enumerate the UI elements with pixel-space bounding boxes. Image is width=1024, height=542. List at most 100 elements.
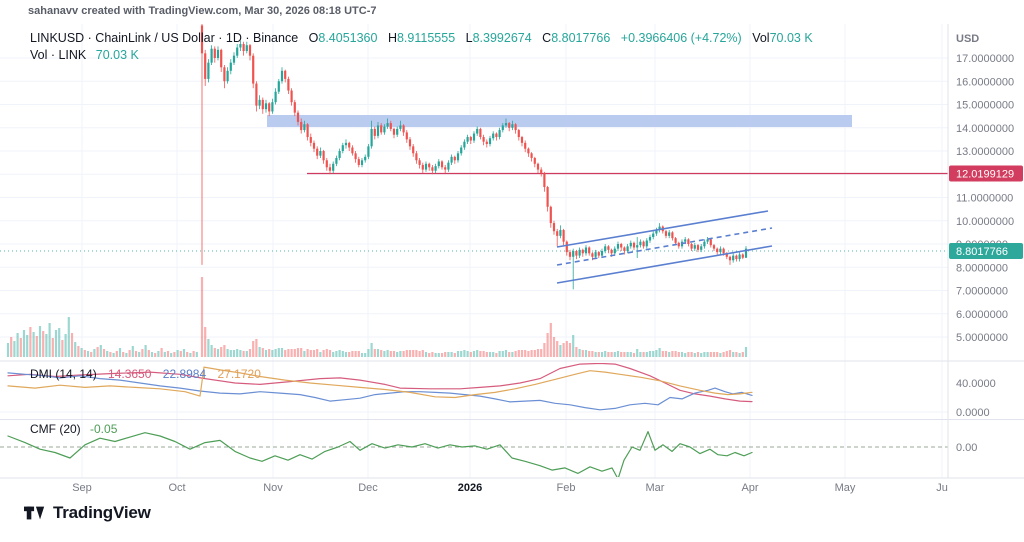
cmf-legend-row[interactable]: CMF (20) -0.05: [30, 422, 117, 436]
volume-bar: [335, 351, 338, 357]
volume-bar: [38, 326, 42, 357]
candle-body: [549, 206, 552, 224]
volume-bar: [376, 349, 380, 357]
volume-bar: [584, 350, 588, 357]
volume-bar: [645, 352, 648, 357]
volume-bar: [488, 352, 492, 357]
volume-bar: [604, 351, 607, 357]
candle-body: [200, 25, 204, 54]
candle-body: [524, 142, 527, 149]
volume-bar: [19, 338, 22, 357]
candle-body: [677, 242, 680, 247]
candle-body: [584, 247, 588, 254]
volume-bar: [668, 352, 671, 357]
volume-bar: [360, 353, 364, 357]
volume-bar: [296, 348, 300, 357]
volume-bar: [639, 352, 642, 357]
volume-bar: [533, 350, 536, 357]
candle-body: [536, 163, 540, 170]
volume-bar: [48, 323, 51, 357]
volume-bar: [588, 351, 591, 357]
volume-bar: [293, 349, 296, 357]
volume-bar: [680, 352, 684, 357]
volume-bar: [536, 349, 540, 357]
time-axis-label: Feb: [557, 482, 576, 494]
volume-bar: [661, 351, 664, 357]
volume-bar: [709, 352, 712, 357]
volume-bar: [58, 328, 61, 357]
candle-body: [728, 256, 732, 261]
close-label: C: [542, 31, 552, 45]
red-price-tag-bg: [949, 165, 1023, 182]
volume-bar: [482, 351, 485, 357]
highlight-band: [267, 115, 852, 127]
symbol-legend-row[interactable]: LINKUSD · ChainLink / US Dollar · 1D · B…: [30, 31, 813, 45]
candle-body: [581, 249, 584, 254]
candle-body: [444, 167, 447, 170]
volume-bar: [239, 350, 242, 357]
candle-body: [674, 238, 677, 243]
dmi-axis-label: 40.0000: [956, 378, 996, 390]
candle-body: [341, 145, 344, 151]
volume-bar: [642, 352, 645, 357]
tradingview-logo[interactable]: TradingView: [24, 502, 151, 524]
candle-body: [498, 130, 501, 138]
volume-bar: [207, 339, 210, 357]
dmi-legend-row[interactable]: DMI (14, 14) 14.3650 22.8984 27.1720: [30, 367, 261, 381]
candle-body: [373, 128, 376, 136]
candle-body: [696, 245, 700, 250]
volume-bar: [527, 351, 530, 357]
volume-bar: [578, 349, 581, 357]
volume-bar: [186, 352, 189, 357]
candle-body: [421, 164, 424, 170]
volume-bar: [109, 352, 112, 357]
volume-bar: [674, 351, 677, 357]
volume-bar: [16, 333, 19, 357]
candle-body: [316, 148, 319, 156]
volume-bar: [399, 351, 402, 357]
candle-body: [258, 99, 261, 106]
volume-bar: [122, 352, 125, 357]
volume-bar: [255, 339, 258, 357]
candle-body: [344, 142, 348, 146]
volume-bar: [552, 337, 556, 357]
volume-bar: [99, 345, 102, 357]
volume-bar: [322, 350, 325, 357]
volume-legend-row[interactable]: Vol · LINK 70.03 K: [30, 48, 139, 62]
candle-body: [351, 147, 354, 154]
candle-body: [482, 137, 485, 142]
volume-bar: [524, 350, 527, 357]
candle-body: [712, 245, 716, 249]
candle-body: [469, 137, 472, 141]
volume-bar: [655, 350, 658, 357]
volume-bar: [744, 347, 748, 357]
candle-body: [322, 151, 325, 161]
candle-body: [284, 70, 287, 79]
change-value: +0.3966406 (+4.72%): [620, 31, 742, 45]
candle-body: [408, 139, 412, 147]
volume-bar: [236, 349, 239, 357]
volume-bar: [626, 352, 629, 357]
time-axis-label: Apr: [741, 482, 758, 494]
volume-bar: [51, 338, 54, 357]
candle-body: [264, 103, 268, 110]
candle-body: [652, 233, 655, 238]
candle-body: [501, 125, 504, 131]
volume-bar: [271, 350, 274, 357]
candle-body: [725, 253, 728, 257]
watermark: sahanavv created with TradingView.com, M…: [28, 5, 377, 17]
time-axis-label: Sep: [72, 482, 92, 494]
candle-body: [268, 103, 271, 112]
candle-body: [312, 142, 316, 149]
candle-body: [533, 157, 536, 164]
candle-body: [607, 246, 610, 250]
time-axis-label: 2026: [458, 482, 482, 494]
volume-bar: [157, 351, 160, 357]
candle-body: [290, 90, 293, 103]
volume-bar: [632, 353, 636, 357]
candle-body: [559, 230, 562, 236]
volume-bar: [562, 343, 565, 357]
candle-body: [562, 230, 565, 242]
volume-bar: [392, 351, 396, 357]
